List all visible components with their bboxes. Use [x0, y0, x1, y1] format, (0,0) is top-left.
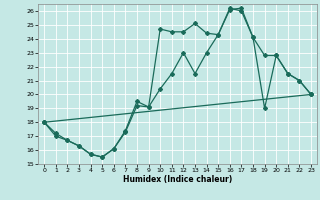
X-axis label: Humidex (Indice chaleur): Humidex (Indice chaleur) [123, 175, 232, 184]
